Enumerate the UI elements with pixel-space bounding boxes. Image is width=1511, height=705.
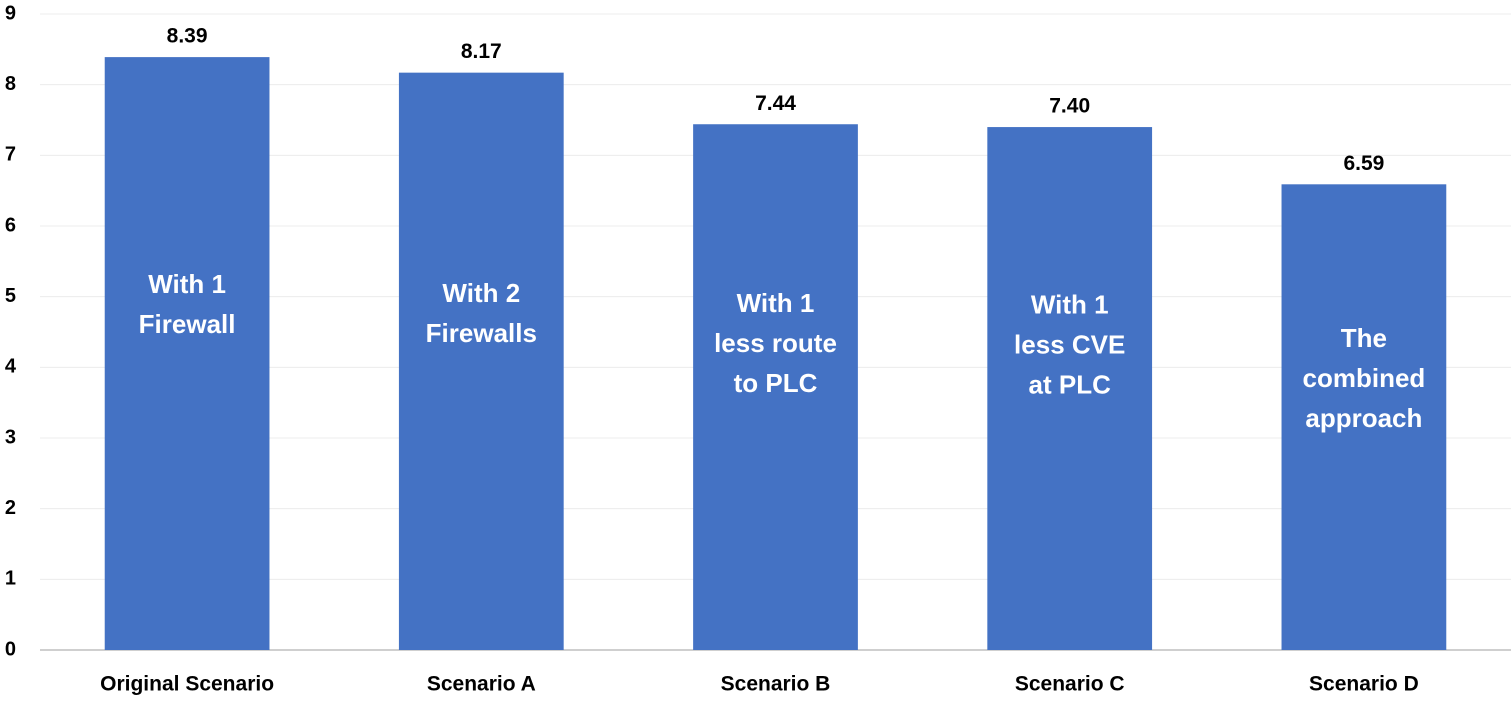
bar [693,124,858,651]
bar-annotation: combined [1303,363,1426,393]
data-label: 6.59 [1343,152,1384,175]
x-tick-label: Scenario D [1309,673,1419,696]
x-tick-label: Scenario C [1015,673,1125,696]
y-tick-label: 2 [5,497,16,519]
data-label: 7.40 [1049,95,1090,118]
bar [987,127,1153,651]
bar-annotation: With 2 [442,278,520,308]
bar-annotation: The [1341,323,1387,353]
y-tick-label: 4 [5,356,17,378]
bar [398,72,564,651]
bar [104,57,270,650]
bar-annotation: less route [714,328,837,358]
bar-annotation: less CVE [1014,330,1125,360]
x-tick-label: Original Scenario [100,673,274,696]
bar-annotation: to PLC [734,368,818,398]
y-tick-label: 5 [5,285,16,307]
bar-annotation: approach [1305,403,1422,433]
y-tick-label: 1 [5,568,16,590]
data-label: 8.17 [461,40,502,63]
bar [1281,184,1447,650]
bar-annotation: With 1 [1031,290,1109,320]
bar-annotation: Firewall [139,309,236,339]
y-tick-label: 7 [5,144,16,166]
y-tick-label: 8 [5,73,16,95]
x-tick-label: Scenario A [427,673,536,696]
y-tick-label: 3 [5,426,16,448]
data-label: 8.39 [167,25,208,48]
data-label: 7.44 [755,92,796,115]
y-tick-label: 6 [5,214,16,236]
y-tick-label: 0 [5,638,16,660]
y-tick-label: 9 [5,2,16,24]
bar-annotation: at PLC [1029,370,1112,400]
x-tick-label: Scenario B [721,673,831,696]
bar-annotation: Firewalls [426,318,537,348]
bar-annotation: With 1 [148,269,226,299]
bar-annotation: With 1 [737,288,815,318]
